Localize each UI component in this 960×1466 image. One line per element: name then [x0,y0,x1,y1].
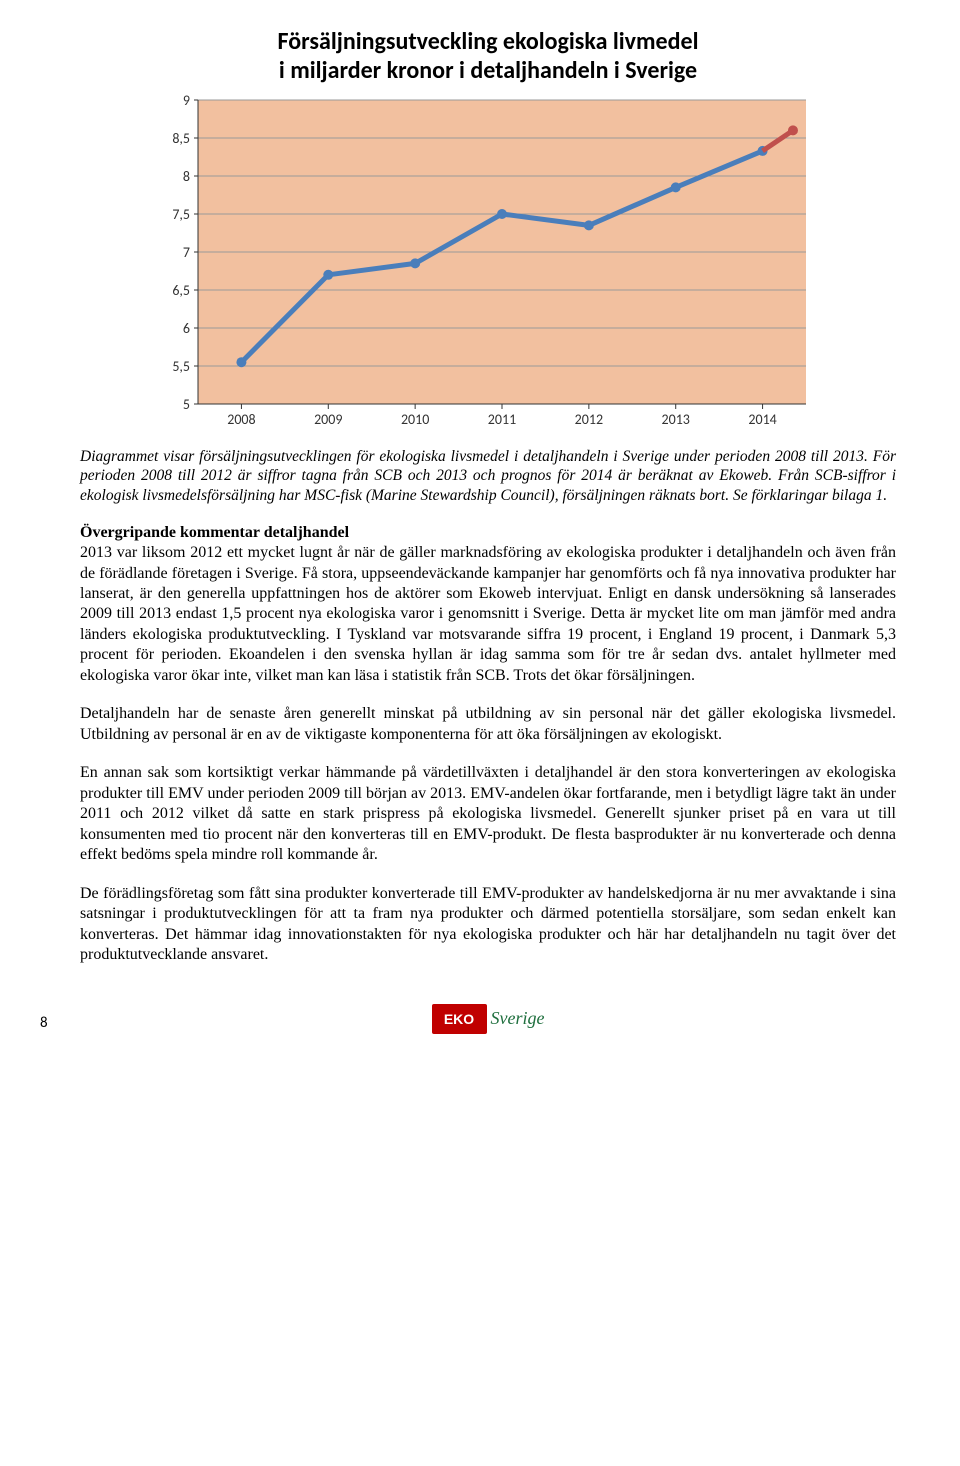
svg-text:2011: 2011 [488,411,516,428]
paragraph-2: Detaljhandeln har de senaste åren genere… [80,704,896,745]
page-number: 8 [40,1014,48,1032]
svg-text:6: 6 [183,320,190,337]
svg-text:2013: 2013 [662,411,690,428]
svg-text:2009: 2009 [314,411,342,428]
logo-sverige-text: Sverige [491,1008,545,1029]
svg-text:2008: 2008 [227,411,255,428]
chart-svg: 5 5,5 6 6,5 7 7,5 8 8,5 9 2008 2009 2010 2011 2012 201… [158,92,818,432]
chart-title-block: Försäljningsutveckling ekologiska livmed… [80,28,896,86]
ekoweb-logo: EKO Sverige [418,998,558,1040]
svg-text:8,5: 8,5 [172,130,190,147]
svg-text:5: 5 [183,396,190,413]
section-heading: Övergripande kommentar detaljhandel [80,524,896,542]
svg-text:6,5: 6,5 [172,282,190,299]
svg-text:5,5: 5,5 [172,358,190,375]
svg-text:2014: 2014 [748,411,776,428]
chart-title-line2: i miljarder kronor i detaljhandeln i Sve… [80,57,896,86]
svg-text:7: 7 [183,244,190,261]
svg-text:2012: 2012 [575,411,603,428]
svg-text:8: 8 [183,168,190,185]
paragraph-1: 2013 var liksom 2012 ett mycket lugnt år… [80,543,896,686]
logo-eko-box: EKO [432,1004,487,1034]
chart-title-line1: Försäljningsutveckling ekologiska livmed… [80,28,896,57]
page-footer: 8 EKO Sverige [80,990,896,1040]
svg-text:7,5: 7,5 [172,206,190,223]
paragraph-3: En annan sak som kortsiktigt verkar hämm… [80,763,896,865]
svg-text:2010: 2010 [401,411,429,428]
paragraph-4: De förädlingsföretag som fått sina produ… [80,884,896,966]
line-chart: 5 5,5 6 6,5 7 7,5 8 8,5 9 2008 2009 2010 2011 2012 201… [158,92,818,437]
svg-text:9: 9 [183,92,190,109]
chart-caption: Diagrammet visar försäljningsutvecklinge… [80,447,896,506]
